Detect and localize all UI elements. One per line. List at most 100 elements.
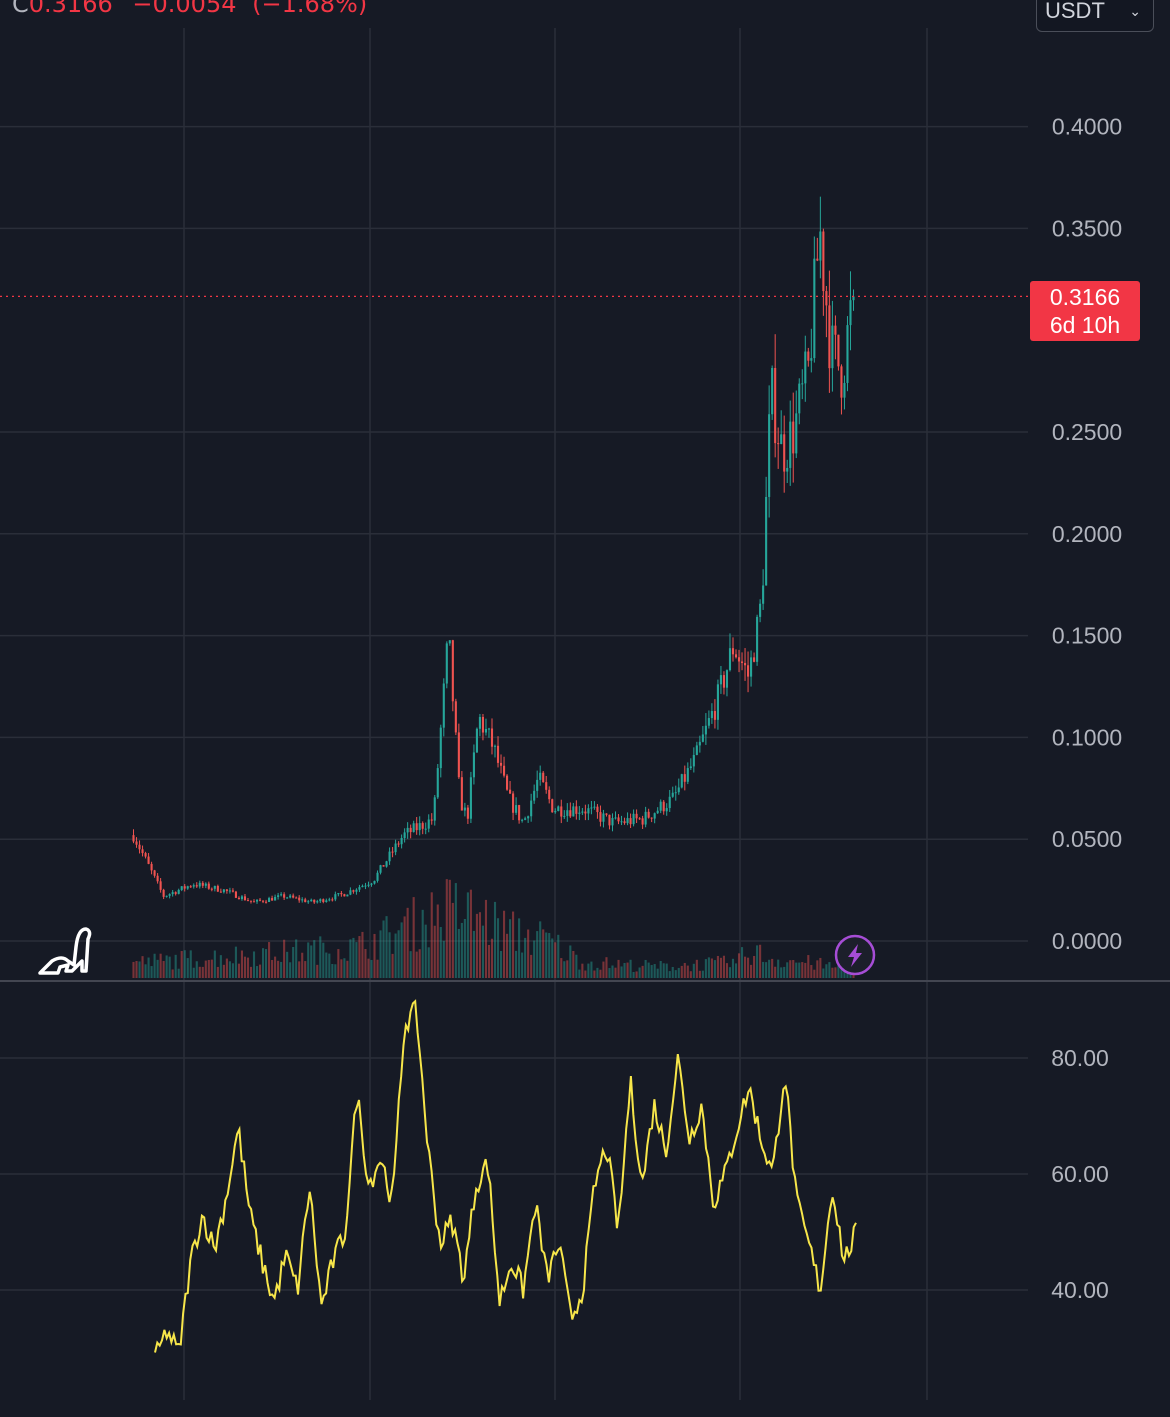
volume-bar <box>286 951 289 978</box>
volume-bar <box>349 939 352 978</box>
volume-bar <box>487 944 491 978</box>
candle-body <box>807 351 810 361</box>
volume-bar <box>734 963 738 978</box>
volume-bar <box>521 952 524 978</box>
candle-body <box>258 899 262 901</box>
volume-bar <box>183 950 186 978</box>
volume-bar <box>710 958 713 978</box>
volume-bar <box>445 879 448 978</box>
currency-label: USDT <box>1045 0 1105 23</box>
volume-bar <box>834 967 837 978</box>
volume-bar <box>771 958 774 978</box>
candle-body <box>710 711 713 719</box>
volume-bar <box>328 953 331 978</box>
volume-bar <box>310 945 313 978</box>
lightning-bolt-icon[interactable] <box>834 934 876 976</box>
candle-body <box>539 772 542 780</box>
candle-body <box>231 890 234 892</box>
volume-bar <box>448 879 451 978</box>
volume-bar <box>213 950 216 978</box>
price-y-axis: 0.0000 0.0500 0.1000 0.1500 0.2000 0.2500 0.35… <box>0 114 1122 954</box>
candle-body <box>771 367 774 415</box>
volume-bar <box>340 959 343 978</box>
candle-body <box>403 832 406 839</box>
indicator-tick-label: 60.00 <box>1051 1161 1109 1187</box>
close-label: C <box>12 0 29 18</box>
volume-bar <box>629 959 632 978</box>
candle-body <box>165 895 168 897</box>
volume-bar <box>234 946 237 978</box>
candle-body <box>572 806 575 817</box>
candle-body <box>662 801 665 812</box>
volume-bar <box>463 919 466 978</box>
volume-bar <box>819 957 822 978</box>
candle-body <box>156 875 159 882</box>
candle-body <box>222 889 225 893</box>
volume-bar <box>638 967 641 978</box>
volume-bar <box>563 961 566 978</box>
volume-bar <box>831 967 834 978</box>
candle-body <box>313 899 316 903</box>
candle-body <box>322 899 325 903</box>
candle-body <box>484 729 488 733</box>
candle-body <box>759 603 762 617</box>
volume-bar <box>557 934 560 978</box>
volume-bar <box>533 940 536 978</box>
volume-bar <box>509 919 512 978</box>
volume-bar <box>822 968 825 978</box>
volume-bar <box>527 929 530 978</box>
volume-bar <box>403 916 406 978</box>
volume-bar <box>671 966 674 978</box>
candle-body <box>765 496 768 586</box>
candle-body <box>391 851 394 853</box>
candle-body <box>831 325 834 369</box>
candle-body <box>563 815 566 817</box>
volume-bar <box>283 939 286 978</box>
volume-bar <box>572 950 575 978</box>
candle-body <box>623 821 626 824</box>
candle-body <box>575 806 578 814</box>
candle-body <box>701 734 704 742</box>
candle-body <box>421 823 424 829</box>
volume-bar <box>566 960 569 978</box>
volume-bar <box>789 960 792 978</box>
candle-body <box>493 745 497 747</box>
candle-body <box>304 899 307 903</box>
volume-bar <box>436 904 439 978</box>
candle-body <box>629 818 632 825</box>
volume-bar <box>801 962 804 978</box>
candle-body <box>768 414 771 497</box>
candle-body <box>668 796 671 809</box>
candle-body <box>569 810 572 817</box>
volume-bar <box>457 928 460 978</box>
candle-body <box>743 663 747 666</box>
candle-body <box>725 670 729 688</box>
candle-body <box>650 817 653 819</box>
candle-body <box>162 889 165 897</box>
volume-bar <box>337 949 340 978</box>
candle-body <box>237 897 240 900</box>
volume-bar <box>237 963 240 978</box>
currency-select[interactable]: USDT ⌄ <box>1036 0 1154 32</box>
candle-body <box>849 300 852 326</box>
dinosaur-outline <box>38 927 92 975</box>
candle-body <box>186 886 189 889</box>
candle-body <box>277 895 280 897</box>
volume-bar <box>816 960 819 978</box>
volume-bar <box>171 969 174 978</box>
volume-bar <box>415 951 418 978</box>
candle-body <box>394 843 397 853</box>
candle-body <box>463 807 466 811</box>
candle-body <box>415 823 418 831</box>
candle-body <box>798 383 801 414</box>
candle-body <box>680 774 683 788</box>
candle-body <box>762 585 765 604</box>
price-tick-label: 0.0000 <box>1052 928 1122 954</box>
candle-body <box>506 775 509 790</box>
volume-bar <box>292 946 295 978</box>
volume-bar <box>759 944 762 978</box>
volume-bar <box>765 962 768 978</box>
candle-body <box>249 900 253 902</box>
